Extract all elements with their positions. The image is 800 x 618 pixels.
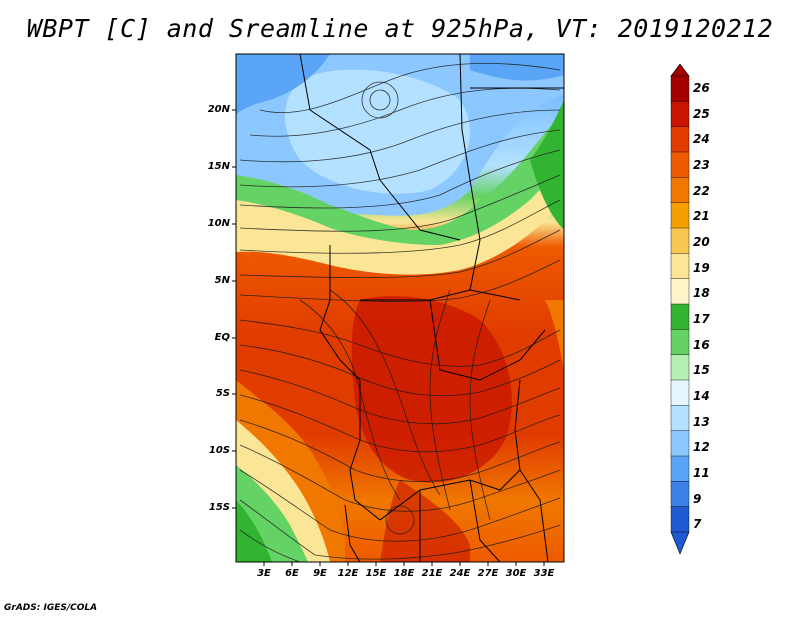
credit-text: GrADS: IGES/COLA xyxy=(4,603,98,613)
colorbar-swatch xyxy=(670,405,690,432)
colorbar-label-11: 11 xyxy=(693,466,710,480)
colorbar-swatch xyxy=(670,379,690,406)
lon-label-30e: 30E xyxy=(505,568,527,579)
colorbar-swatch xyxy=(670,227,690,254)
colorbar-swatch xyxy=(670,202,690,229)
colorbar-bottom-arrow xyxy=(670,531,690,555)
colorbar-swatch xyxy=(670,253,690,280)
lon-label-15e: 15E xyxy=(365,568,387,579)
lon-label-12e: 12E xyxy=(337,568,359,579)
colorbar-swatch xyxy=(670,455,690,482)
map-title: WBPT [C] and Sreamline at 925hPa, VT: 20… xyxy=(26,14,774,43)
lon-label-3e: 3E xyxy=(257,568,271,579)
lon-ticks xyxy=(263,562,545,566)
colorbar-swatch xyxy=(670,354,690,381)
lon-label-6e: 6E xyxy=(285,568,299,579)
colorbar-label-12: 12 xyxy=(693,440,710,454)
country-borders xyxy=(299,54,564,562)
lon-label-27e: 27E xyxy=(477,568,499,579)
lon-label-9e: 9E xyxy=(313,568,327,579)
colorbar-label-9: 9 xyxy=(693,492,702,506)
lat-label-15s: 15S xyxy=(208,502,230,513)
colorbar-label-15: 15 xyxy=(693,363,710,377)
colorbar-label-21: 21 xyxy=(693,209,710,223)
colorbar-label-23: 23 xyxy=(693,158,710,172)
colorbar-label-24: 24 xyxy=(693,132,710,146)
colorbar-label-22: 22 xyxy=(693,184,710,198)
colorbar-label-19: 19 xyxy=(693,261,710,275)
lon-label-24e: 24E xyxy=(449,568,471,579)
colorbar-swatch xyxy=(670,177,690,204)
colorbar-swatch xyxy=(670,506,690,533)
wbpt-field xyxy=(236,54,564,562)
colorbar-top-arrow xyxy=(670,63,690,77)
colorbar-label-7: 7 xyxy=(693,517,702,531)
colorbar-label-20: 20 xyxy=(693,235,710,249)
colorbar-swatch xyxy=(670,303,690,330)
lat-label-15n: 15N xyxy=(207,161,230,172)
colorbar-swatch xyxy=(670,126,690,153)
colorbar-swatch xyxy=(670,430,690,457)
lat-ticks xyxy=(232,109,236,509)
colorbar-label-16: 16 xyxy=(693,338,710,352)
lat-label-20n: 20N xyxy=(207,104,230,115)
colorbar xyxy=(670,63,690,555)
lat-label-10n: 10N xyxy=(207,218,230,229)
lat-label-10s: 10S xyxy=(208,445,230,456)
colorbar-label-13: 13 xyxy=(693,415,710,429)
colorbar-swatch xyxy=(670,151,690,178)
lon-label-21e: 21E xyxy=(421,568,443,579)
lon-label-33e: 33E xyxy=(533,568,555,579)
colorbar-label-18: 18 xyxy=(693,286,710,300)
lat-label-5s: 5S xyxy=(215,388,230,399)
lon-label-18e: 18E xyxy=(393,568,415,579)
colorbar-swatch xyxy=(670,481,690,508)
colorbar-label-14: 14 xyxy=(693,389,710,403)
colorbar-swatch xyxy=(670,101,690,128)
colorbar-swatch xyxy=(670,329,690,356)
colorbar-swatch xyxy=(670,278,690,305)
colorbar-label-26: 26 xyxy=(693,81,710,95)
map-frame xyxy=(235,53,565,563)
lat-label-eq: EQ xyxy=(214,332,230,343)
lat-label-5n: 5N xyxy=(214,275,230,286)
colorbar-label-25: 25 xyxy=(693,107,710,121)
colorbar-label-17: 17 xyxy=(693,312,710,326)
colorbar-swatch xyxy=(670,75,690,102)
